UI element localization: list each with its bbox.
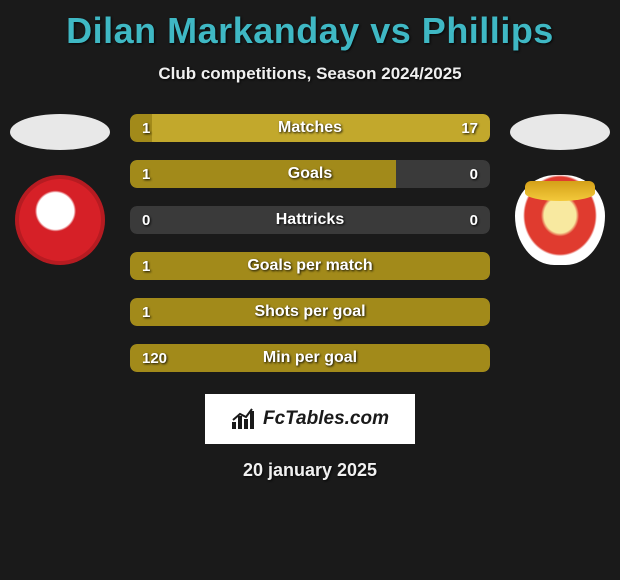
brand-name: FcTables.com (263, 408, 389, 430)
bar-left (130, 344, 490, 372)
stat-row: 00Hattricks (130, 206, 490, 234)
bar-track (130, 206, 490, 234)
bar-chart-icon (231, 408, 257, 430)
player-left-avatar (10, 114, 110, 150)
team-badge-right (515, 175, 605, 265)
stat-row: 120Min per goal (130, 344, 490, 372)
brand-logo: FcTables.com (205, 394, 415, 444)
stat-row: 117Matches (130, 114, 490, 142)
bar-left (130, 252, 490, 280)
bar-right (152, 114, 490, 142)
stat-bars: 117Matches 10Goals 00Hattricks 1Goals per m… (130, 114, 490, 372)
player-right-avatar (510, 114, 610, 150)
stat-row: 1Goals per match (130, 252, 490, 280)
bar-left (130, 298, 490, 326)
stat-row: 1Shots per goal (130, 298, 490, 326)
comparison-content: 117Matches 10Goals 00Hattricks 1Goals per m… (0, 114, 620, 481)
bar-left (130, 160, 396, 188)
bar-left (130, 114, 152, 142)
comparison-date: 20 january 2025 (0, 460, 620, 481)
player-left-column (0, 114, 120, 265)
subtitle: Club competitions, Season 2024/2025 (0, 64, 620, 84)
page-title: Dilan Markanday vs Phillips (0, 0, 620, 52)
stat-row: 10Goals (130, 160, 490, 188)
team-badge-left (15, 175, 105, 265)
player-right-column (500, 114, 620, 265)
